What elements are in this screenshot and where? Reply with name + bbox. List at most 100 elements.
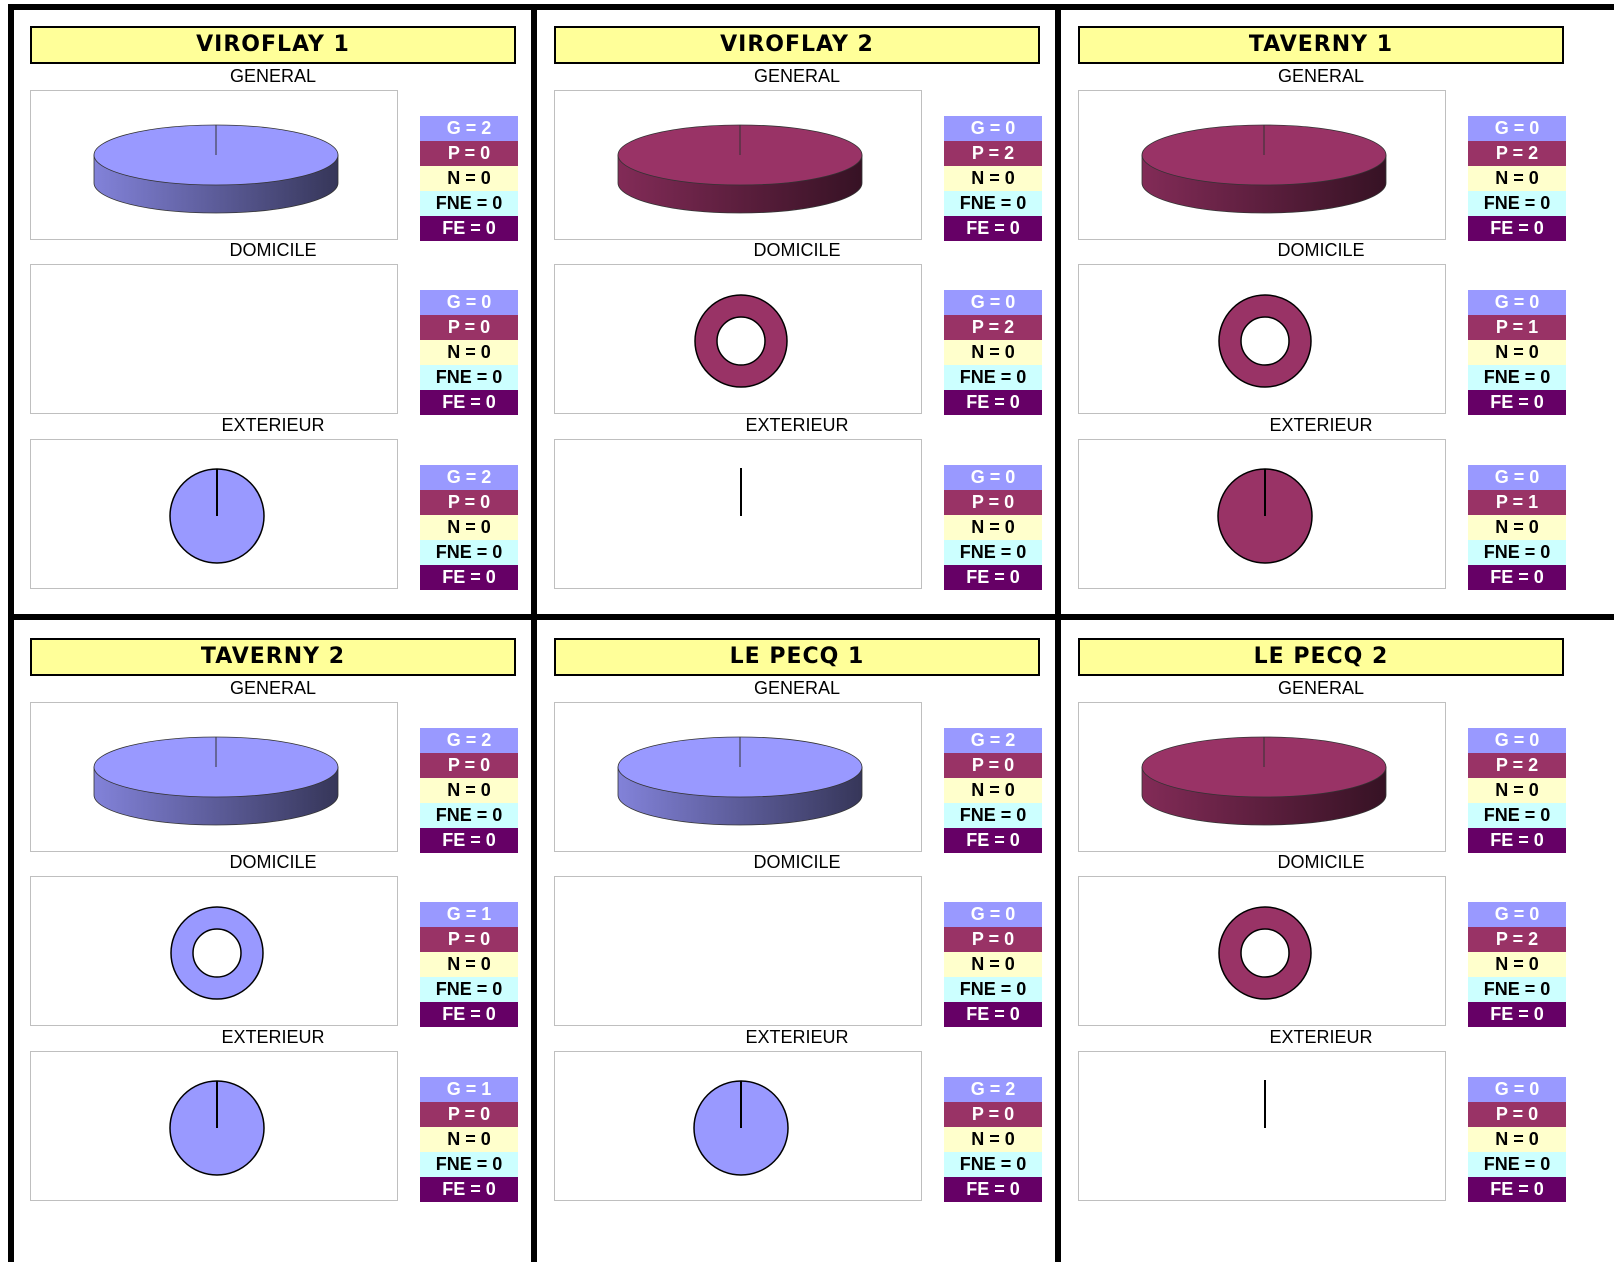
legend-fne: FNE = 0	[1468, 540, 1566, 565]
grid-line-center-left	[531, 4, 537, 1262]
legend-p: P = 0	[420, 141, 518, 166]
legend-fne: FNE = 0	[1468, 365, 1566, 390]
chart-area	[30, 439, 398, 589]
legend-fe: FE = 0	[1468, 390, 1566, 415]
legend-fne: FNE = 0	[420, 191, 518, 216]
legend-n: N = 0	[420, 340, 518, 365]
legend-p: P = 0	[420, 753, 518, 778]
legend-fe: FE = 0	[944, 1002, 1042, 1027]
legend-n: N = 0	[944, 166, 1042, 191]
legend-p: P = 0	[944, 753, 1042, 778]
legend-fne: FNE = 0	[944, 977, 1042, 1002]
legend-fe: FE = 0	[944, 828, 1042, 853]
pie-chart	[617, 124, 863, 214]
legend-p: P = 2	[944, 141, 1042, 166]
legend-fne: FNE = 0	[420, 365, 518, 390]
legend-fe: FE = 0	[944, 565, 1042, 590]
pie-chart	[170, 906, 264, 1000]
legend-g: G = 0	[420, 290, 518, 315]
legend-g: G = 2	[944, 728, 1042, 753]
legend-g: G = 0	[1468, 116, 1566, 141]
legend-fne: FNE = 0	[420, 977, 518, 1002]
chart-area	[1078, 439, 1446, 589]
chart-area	[1078, 90, 1446, 240]
chart-area	[1078, 264, 1446, 414]
chart-area	[554, 1051, 922, 1201]
section-label: GENERAL	[1277, 66, 1365, 86]
legend-n: N = 0	[420, 515, 518, 540]
legend-g: G = 1	[420, 1077, 518, 1102]
legend-p: P = 2	[1468, 927, 1566, 952]
pie-chart	[617, 736, 863, 826]
chart-area	[30, 1051, 398, 1201]
legend-p: P = 2	[944, 315, 1042, 340]
section-label: DOMICILE	[1277, 240, 1365, 260]
legend-g: G = 2	[420, 728, 518, 753]
pie-chart	[1218, 294, 1312, 388]
legend-g: G = 2	[420, 116, 518, 141]
pie-chart	[694, 294, 788, 388]
legend-n: N = 0	[944, 515, 1042, 540]
legend-fne: FNE = 0	[1468, 803, 1566, 828]
pie-chart	[1217, 468, 1313, 564]
section-label: GENERAL	[753, 66, 841, 86]
legend-fne: FNE = 0	[944, 540, 1042, 565]
donut-slice-P	[1219, 907, 1311, 999]
legend-g: G = 0	[1468, 465, 1566, 490]
chart-area	[554, 876, 922, 1026]
pie-chart	[740, 468, 742, 516]
section-label: EXTERIEUR	[221, 1027, 325, 1047]
chart-area	[30, 264, 398, 414]
pie-chart	[1141, 124, 1387, 214]
section-label: DOMICILE	[753, 240, 841, 260]
legend-g: G = 0	[944, 116, 1042, 141]
legend-g: G = 0	[1468, 1077, 1566, 1102]
donut-slice-G	[171, 907, 263, 999]
legend-fe: FE = 0	[420, 828, 518, 853]
legend-fe: FE = 0	[944, 216, 1042, 241]
legend-g: G = 0	[944, 902, 1042, 927]
section-label: GENERAL	[753, 678, 841, 698]
legend-n: N = 0	[944, 778, 1042, 803]
legend-n: N = 0	[420, 778, 518, 803]
legend-n: N = 0	[944, 1127, 1042, 1152]
section-label: EXTERIEUR	[1269, 1027, 1373, 1047]
legend-p: P = 2	[1468, 753, 1566, 778]
pie-chart	[169, 1080, 265, 1176]
legend-p: P = 0	[1468, 1102, 1566, 1127]
site-title: TAVERNY 1	[1078, 26, 1564, 64]
section-label: EXTERIEUR	[221, 415, 325, 435]
pie-chart	[1218, 906, 1312, 1000]
legend-fe: FE = 0	[1468, 828, 1566, 853]
legend-n: N = 0	[420, 166, 518, 191]
grid-line-center-right	[1055, 4, 1061, 1262]
legend-fne: FNE = 0	[1468, 977, 1566, 1002]
legend-p: P = 2	[1468, 141, 1566, 166]
legend-p: P = 0	[420, 1102, 518, 1127]
legend-fe: FE = 0	[420, 1177, 518, 1202]
legend-n: N = 0	[1468, 515, 1566, 540]
legend-g: G = 0	[944, 465, 1042, 490]
legend-p: P = 1	[1468, 490, 1566, 515]
site-title: LE PECQ 2	[1078, 638, 1564, 676]
pie-chart	[93, 736, 339, 826]
section-label: EXTERIEUR	[745, 1027, 849, 1047]
legend-fe: FE = 0	[1468, 565, 1566, 590]
legend-fe: FE = 0	[420, 216, 518, 241]
legend-p: P = 0	[420, 315, 518, 340]
legend-n: N = 0	[420, 952, 518, 977]
